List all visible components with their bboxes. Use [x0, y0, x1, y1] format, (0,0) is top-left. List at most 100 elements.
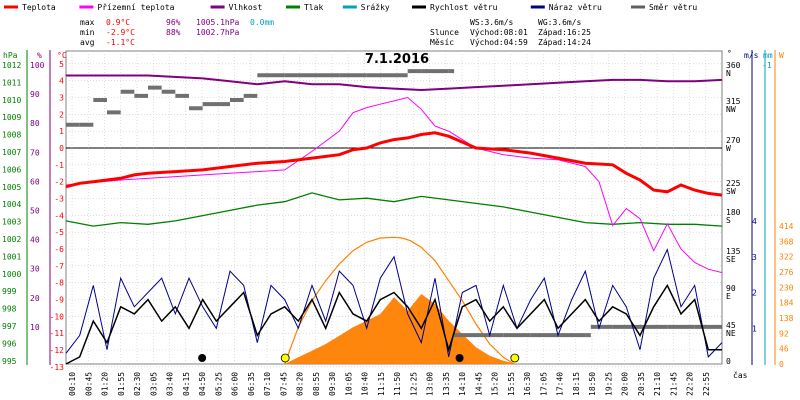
time-tick: 16:30: [523, 372, 532, 396]
time-tick: 13:35: [442, 372, 451, 396]
hpa-tick: 996: [2, 339, 17, 348]
degc-tick: 4: [59, 77, 64, 86]
sun-set: Západ:16:25: [538, 28, 591, 37]
hpa-tick: 1004: [2, 200, 21, 209]
hpa-tick: 1002: [2, 235, 21, 244]
degc-tick: -7: [54, 262, 64, 271]
dir-tick: 135: [726, 247, 741, 256]
pct-tick: 30: [30, 265, 40, 274]
dir-tick: 0: [726, 357, 731, 366]
time-tick: 04:50: [198, 372, 207, 396]
ms-tick: 1: [752, 324, 757, 333]
time-tick: 12:25: [409, 372, 418, 396]
w-axis-label: W: [779, 51, 784, 60]
time-tick: 01:20: [101, 372, 110, 396]
pct-tick: 50: [30, 207, 40, 216]
degc-tick: 2: [59, 110, 64, 119]
w-tick: 414: [779, 222, 794, 231]
series-temperature: [65, 131, 723, 197]
series-layer: [65, 69, 723, 365]
stats-value: -2.9°C: [106, 28, 135, 37]
degc-tick: -8: [54, 279, 64, 288]
stats-value: 0.9°C: [106, 18, 130, 27]
stats-value: 88%: [166, 28, 181, 37]
degc-tick: -10: [50, 312, 65, 321]
pct-tick: 90: [30, 90, 40, 99]
stats-value: min: [80, 28, 95, 37]
series-ground-temperature: [65, 96, 723, 274]
degc-tick: 0: [59, 144, 64, 153]
left-axes: hPa% °C1012101110101009100810071006100510…: [2, 50, 67, 372]
dir-tick: W: [726, 144, 731, 153]
time-tick: 18:50: [588, 372, 597, 396]
time-tick: 20:35: [637, 372, 646, 396]
time-axis-label: čas: [733, 370, 748, 380]
time-tick: 10:05: [344, 372, 353, 396]
degc-tick: -5: [54, 228, 64, 237]
wg-value: WG:3.6m/s: [538, 18, 582, 27]
pct-tick: 60: [30, 177, 40, 186]
legend-label: Rychlost větru: [430, 3, 498, 12]
sun-rise: Východ:08:01: [470, 28, 528, 37]
hpa-tick: 1001: [2, 252, 21, 261]
w-tick: 138: [779, 314, 794, 323]
time-tick: 17:40: [556, 372, 565, 396]
degc-tick: -3: [54, 195, 64, 204]
time-tick: 01:55: [117, 372, 126, 396]
dir-tick: 180: [726, 208, 741, 217]
mm-axis-label: mm: [763, 51, 773, 60]
w-tick: 322: [779, 253, 794, 262]
ms-axis-label: m/s: [744, 51, 759, 60]
time-tick: 00:10: [68, 372, 77, 396]
legend-bar: [0, 0, 800, 15]
right-axes: ° m/s mm W360N315NW270W225SW180S135SE90E45N…: [726, 49, 794, 369]
sun-rise-icon: [280, 353, 290, 363]
stats-value: 96%: [166, 18, 181, 27]
series-wind-gust: [65, 248, 723, 358]
time-tick: 21:45: [669, 372, 678, 396]
sun-set-icon: [510, 353, 520, 363]
legend-label: Teplota: [22, 3, 56, 12]
degc-tick: -9: [54, 296, 64, 305]
degc-tick: -6: [54, 245, 64, 254]
dir-tick: 45: [726, 321, 736, 330]
legend-label: Vlhkost: [229, 3, 263, 12]
time-tick: 18:15: [572, 372, 581, 396]
legend-label: Směr větru: [649, 3, 697, 12]
hpa-tick: 1007: [2, 148, 21, 157]
dir-tick: 315: [726, 97, 741, 106]
legend-label: Přízemní teplota: [97, 3, 174, 12]
stats-value: 0.0mm: [250, 18, 274, 27]
w-tick: 46: [779, 345, 789, 354]
stats-block: max 0.9°C 96% 1005.1hPa 0.0mm min -2.9°C 88% 100…: [80, 18, 591, 47]
pct-tick: 70: [30, 148, 40, 157]
hpa-tick: 1010: [2, 96, 21, 105]
degc-tick: -11: [50, 329, 65, 338]
hpa-tick: 999: [2, 287, 17, 296]
time-tick: 06:00: [231, 372, 240, 396]
time-tick: 11:50: [393, 372, 402, 396]
time-tick: 22:55: [702, 372, 711, 396]
degc-axis-label: °C: [57, 51, 67, 60]
hpa-tick: 995: [2, 357, 17, 366]
hpa-tick: 1008: [2, 131, 21, 140]
time-tick: 10:40: [361, 372, 370, 396]
hpa-tick: 1006: [2, 165, 21, 174]
time-tick: 08:55: [312, 372, 321, 396]
degc-tick: 3: [59, 94, 64, 103]
time-tick: 20:00: [621, 372, 630, 396]
moon-set-icon: [455, 354, 464, 362]
time-tick: 13:00: [426, 372, 435, 396]
legend: Teplota Přízemní teplota Vlhkost Tlak Srážky…: [0, 0, 800, 15]
time-tick: 15:20: [491, 372, 500, 396]
w-tick: 184: [779, 299, 794, 308]
time-tick: 17:05: [539, 372, 548, 396]
legend-label: Náraz větru: [549, 3, 602, 12]
hpa-tick: 1009: [2, 113, 21, 122]
time-tick: 04:15: [182, 372, 191, 396]
time-tick: 15:55: [507, 372, 516, 396]
time-tick: 07:10: [263, 372, 272, 396]
time-tick: 09:30: [328, 372, 337, 396]
dir-tick: N: [726, 69, 731, 78]
